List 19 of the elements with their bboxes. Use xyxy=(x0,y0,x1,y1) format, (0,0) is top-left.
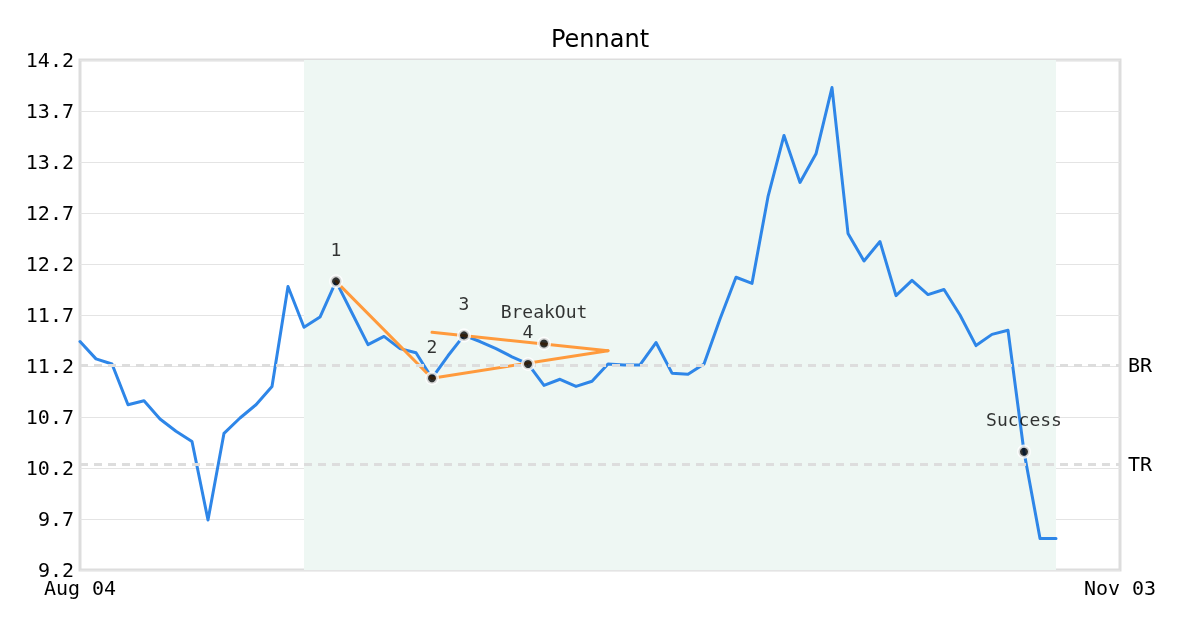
y-tick-label: 11.7 xyxy=(25,303,74,327)
y-tick-label: 11.2 xyxy=(25,354,74,378)
annotation: 2 xyxy=(426,335,438,357)
y-tick-label: 14.2 xyxy=(25,48,74,72)
y-tick-label: 13.7 xyxy=(25,99,74,123)
y-tick-label: 12.2 xyxy=(25,252,74,276)
ref-line-label: TR xyxy=(1128,451,1154,476)
y-tick-label: 10.2 xyxy=(25,456,74,480)
annotation: 3 xyxy=(458,292,470,314)
annotation: 4 xyxy=(522,321,534,343)
y-tick-label: 13.2 xyxy=(25,150,74,174)
y-tick-label: 12.7 xyxy=(25,201,74,225)
annotation: 1 xyxy=(330,238,342,260)
annotation: BreakOut xyxy=(500,301,588,323)
x-tick-label: Nov 03 xyxy=(1083,576,1157,600)
y-tick-label: 10.7 xyxy=(25,405,74,429)
y-tick-label: 9.7 xyxy=(37,507,74,531)
chart-title: Pennant xyxy=(550,25,650,53)
ref-line-label: BR xyxy=(1128,352,1154,377)
